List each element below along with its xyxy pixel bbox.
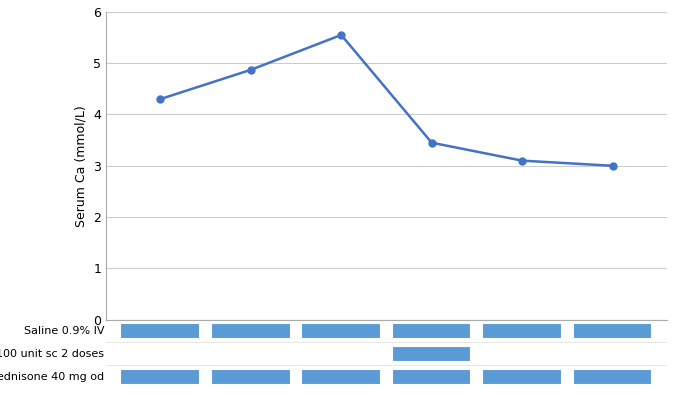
Y-axis label: Serum Ca (mmol/L): Serum Ca (mmol/L) [75,105,88,227]
Text: Prednisone 40 mg od: Prednisone 40 mg od [0,372,104,382]
Bar [302,323,381,339]
Bar [392,346,471,362]
Bar [120,323,200,339]
Bar [482,369,562,385]
Bar [120,369,200,385]
Bar [573,369,653,385]
Bar [302,369,381,385]
Text: Calcitonin 100 unit sc 2 doses: Calcitonin 100 unit sc 2 doses [0,349,104,359]
Text: Saline 0.9% IV: Saline 0.9% IV [24,326,104,336]
Bar [211,369,291,385]
Bar [573,323,653,339]
Bar [482,323,562,339]
Bar [392,323,471,339]
Bar [211,323,291,339]
Bar [392,369,471,385]
